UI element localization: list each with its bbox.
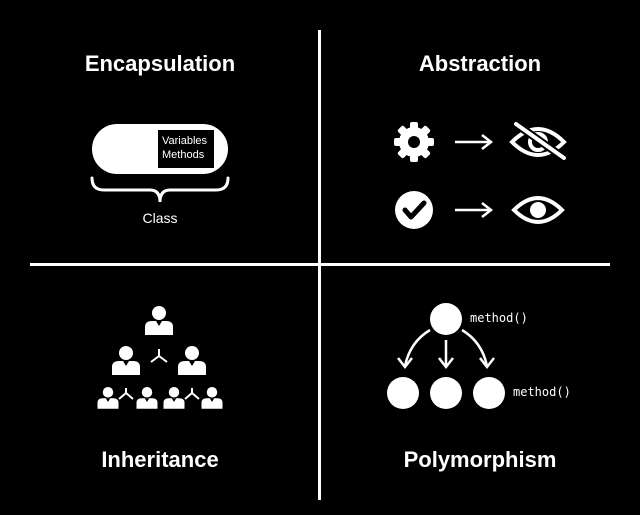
arrow-icon [461,328,489,367]
person-icon [136,387,158,409]
person-icon [163,387,185,409]
child-node [387,377,419,409]
method-label-bottom: method() [513,385,571,399]
polymorphism-title: Polymorphism [403,447,557,472]
abstraction-title: Abstraction [418,51,542,76]
arrow-right-icon [455,134,494,150]
members-box: Variables Methods [158,130,214,168]
method-label-top: method() [470,311,528,325]
child-node [430,377,462,409]
person-icon [112,346,140,375]
person-icon [201,387,223,409]
parent-node [430,303,462,335]
horizontal-divider [30,263,610,266]
arrow-icon [403,328,431,367]
person-icon [145,306,173,335]
eye-slash-icon [509,120,567,162]
person-icon [97,387,119,409]
inheritance-tree [97,306,223,409]
eye-icon [511,196,565,224]
check-circle-icon [395,191,433,229]
curly-brace-icon [90,176,230,203]
encapsulation-title: Encapsulation [84,51,236,76]
methods-label: Methods [162,149,205,161]
inheritance-title: Inheritance [101,447,219,472]
variables-label: Variables [162,135,208,147]
gear-icon [394,122,434,162]
child-node [473,377,505,409]
person-icon [178,346,206,375]
polymorphism-graph [387,303,505,409]
class-label: Class [142,210,178,226]
arrow-right-icon [455,202,494,218]
